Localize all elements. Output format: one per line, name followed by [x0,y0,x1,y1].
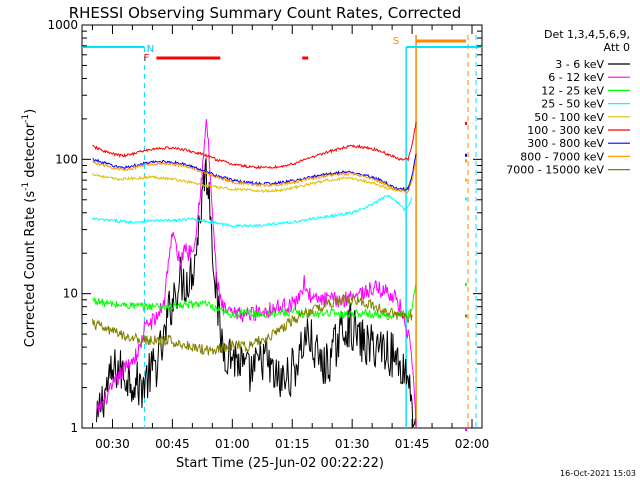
series-line-0 [96,158,417,429]
legend-label-8: 7000 - 15000 keV [506,164,604,177]
legend-label-6: 300 - 800 keV [527,137,604,150]
x-tick-label: 01:45 [395,437,430,451]
x-tick-label: 01:30 [335,437,370,451]
plot-content: NF S [82,35,482,431]
y-axis-label-end: ) [23,109,38,114]
x-tick-label: 00:45 [155,437,190,451]
legend-label-7: 800 - 7000 keV [520,150,604,163]
y-tick-label: 10 [63,287,78,301]
legend-label-2: 12 - 25 keV [541,84,604,97]
timestamp: 16-Oct-2021 15:03 [560,469,636,478]
y-axis-label: Corrected Count Rate (s-1 detector-1) [21,109,38,347]
chart-title: RHESSI Observing Summary Count Rates, Co… [69,4,462,22]
series-line-3 [92,194,413,228]
y-axis-label-main: Corrected Count Rate (s [23,191,38,348]
legend-header-line-2: Att 0 [604,41,630,54]
series-line-4 [92,172,413,194]
x-tick-label: 01:15 [275,437,310,451]
legend-label-3: 25 - 50 keV [541,98,604,111]
legend-label-1: 6 - 12 keV [548,71,604,84]
series-line-8 [92,293,413,356]
y-tick-label: 100 [55,152,78,166]
series-line-2 [92,282,417,321]
legend-label-4: 50 - 100 keV [534,111,604,124]
legend-header-line-1: Det 1,3,4,5,6,9, [544,28,630,41]
x-tick-label: 01:00 [215,437,250,451]
x-axis-label: Start Time (25-Jun-02 00:22:22) [176,456,384,471]
series-line-5 [92,121,417,170]
annotation-f: F [144,53,150,64]
series-line-6 [92,153,417,191]
y-tick-label: 1000 [47,18,78,32]
y-axis-label-sup1: -1 [21,182,31,191]
y-axis-label-mid: detector [23,122,38,182]
series-line-7 [92,159,417,194]
x-tick-label: 00:30 [95,437,130,451]
x-tick-label: 02:00 [455,437,490,451]
annotation-s: S [393,36,399,47]
annotation-n: N [147,44,154,55]
y-tick-label: 1 [70,421,78,435]
axes: 1 10 100 1000 00:30 00:45 01:00 01:15 01:30 01:45… [47,18,489,451]
legend-label-5: 100 - 300 keV [527,124,604,137]
plot-frame [81,24,483,429]
y-axis-label-sup2: -1 [21,114,31,123]
legend-label-0: 3 - 6 keV [555,58,604,71]
